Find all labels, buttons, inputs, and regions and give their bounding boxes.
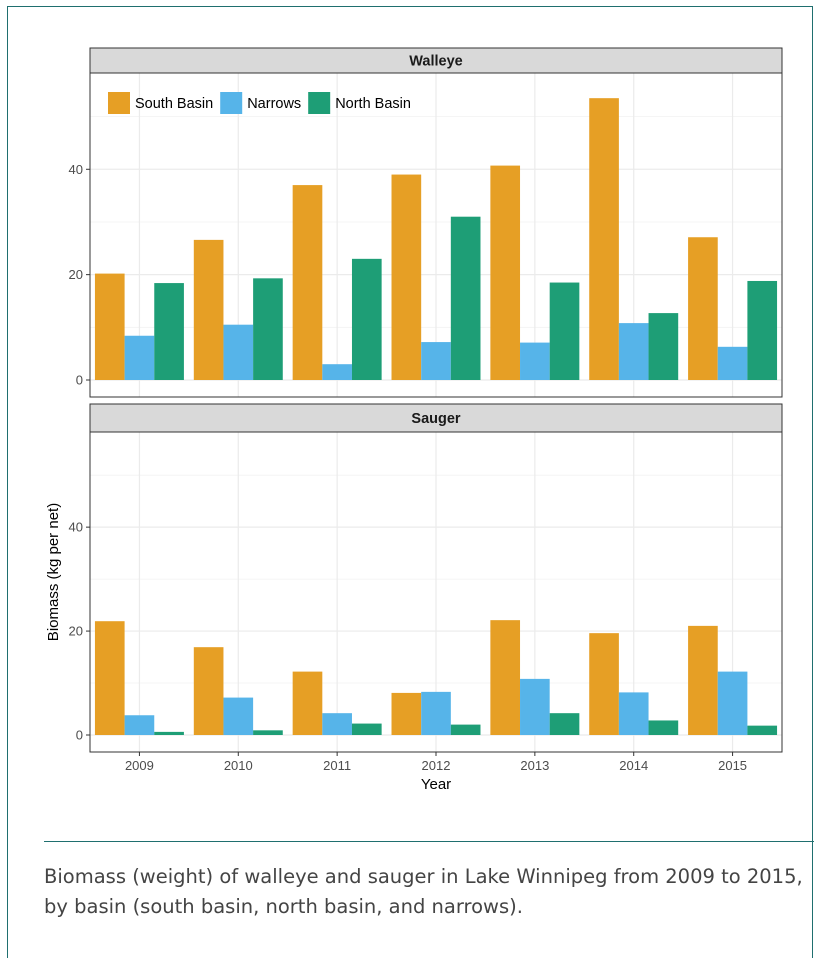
sauger-bar-north-basin-2009: [154, 731, 184, 735]
walleye-bar-north-basin-2014: [648, 313, 679, 380]
sauger-bar-narrows-2014: [618, 692, 649, 735]
walleye-panel-border: [89, 72, 783, 398]
walleye-bar-north-basin-2009: [154, 283, 184, 380]
legend: South Basin Narrows North Basin: [108, 92, 411, 114]
walleye-bar-narrows-2015: [717, 346, 748, 380]
legend-label-north-basin: North Basin: [335, 96, 411, 112]
sauger-bar-north-basin-2012: [450, 724, 481, 735]
sauger-bar-north-basin-2010: [253, 730, 283, 735]
walleye-bar-south-basin-2009: [94, 273, 125, 380]
walleye-panel: Walleye 0 20 40 South Basin Narrows North Basi…: [69, 47, 783, 398]
legend-swatch-north-basin: [308, 92, 331, 114]
sauger-bar-narrows-2011: [322, 713, 352, 735]
walleye-y-tick-label: 20: [69, 267, 83, 282]
legend-label-narrows: Narrows: [247, 96, 301, 112]
sauger-bar-south-basin-2009: [94, 621, 125, 735]
walleye-bar-north-basin-2013: [549, 282, 580, 380]
y-axis-title: Biomass (kg per net): [45, 503, 62, 641]
legend-swatch-narrows: [220, 92, 243, 114]
sauger-bar-narrows-2012: [421, 691, 451, 735]
sauger-bar-narrows-2013: [520, 678, 550, 735]
x-tick-label: 2015: [718, 758, 747, 773]
x-tick-label: 2009: [125, 758, 154, 773]
walleye-bar-narrows-2011: [322, 364, 352, 380]
walleye-bar-south-basin-2011: [292, 185, 323, 380]
sauger-bar-north-basin-2015: [747, 725, 778, 735]
sauger-panel: Sauger 0 20 40 2009 2010 2011 2012 2013 2014 2015: [69, 403, 783, 773]
caption-divider: [44, 841, 814, 842]
x-axis-title: Year: [421, 776, 451, 793]
sauger-bar-narrows-2010: [223, 697, 254, 735]
sauger-bar-south-basin-2010: [193, 647, 224, 735]
sauger-y-tick-label: 20: [69, 624, 83, 639]
walleye-bar-north-basin-2011: [351, 258, 382, 380]
walleye-y-tick-label: 40: [69, 162, 83, 177]
sauger-bar-south-basin-2013: [490, 620, 521, 735]
walleye-bar-south-basin-2010: [193, 239, 224, 380]
x-tick-label: 2013: [520, 758, 549, 773]
sauger-bar-narrows-2015: [717, 671, 748, 735]
figure-caption: Biomass (weight) of walleye and sauger i…: [44, 865, 803, 918]
x-tick-label: 2010: [224, 758, 253, 773]
x-tick-label: 2012: [422, 758, 451, 773]
biomass-chart: Walleye 0 20 40 South Basin Narrows North Basi…: [45, 47, 783, 793]
x-tick-label: 2011: [323, 758, 351, 773]
sauger-strip-label: Sauger: [411, 411, 461, 427]
walleye-y-tick-label: 0: [76, 373, 83, 388]
walleye-bar-narrows-2009: [124, 335, 155, 380]
walleye-bar-narrows-2012: [421, 342, 451, 380]
walleye-bar-narrows-2013: [520, 342, 550, 380]
sauger-bar-south-basin-2012: [391, 692, 422, 735]
sauger-strip: [89, 403, 783, 433]
walleye-bar-south-basin-2014: [589, 98, 619, 380]
legend-swatch-south-basin: [108, 92, 130, 114]
walleye-bar-north-basin-2010: [253, 278, 283, 380]
walleye-bar-north-basin-2012: [450, 216, 481, 380]
sauger-bar-north-basin-2011: [351, 723, 382, 735]
walleye-bar-south-basin-2013: [490, 165, 521, 380]
sauger-bar-south-basin-2014: [589, 633, 619, 735]
sauger-bar-north-basin-2014: [648, 720, 679, 735]
legend-label-south-basin: South Basin: [135, 96, 213, 112]
sauger-bar-south-basin-2015: [688, 625, 718, 735]
sauger-y-tick-label: 40: [69, 520, 83, 535]
walleye-strip-label: Walleye: [409, 54, 462, 70]
figure-frame: [7, 6, 813, 958]
walleye-bar-narrows-2010: [223, 324, 254, 380]
walleye-bar-south-basin-2012: [391, 174, 422, 380]
walleye-bar-north-basin-2015: [747, 280, 778, 380]
walleye-bar-south-basin-2015: [688, 237, 718, 380]
x-tick-label: 2014: [619, 758, 648, 773]
walleye-bar-narrows-2014: [618, 323, 649, 380]
sauger-bar-north-basin-2013: [549, 713, 580, 735]
sauger-y-tick-label: 0: [76, 728, 83, 743]
sauger-bar-narrows-2009: [124, 715, 155, 735]
sauger-bar-south-basin-2011: [292, 671, 323, 735]
